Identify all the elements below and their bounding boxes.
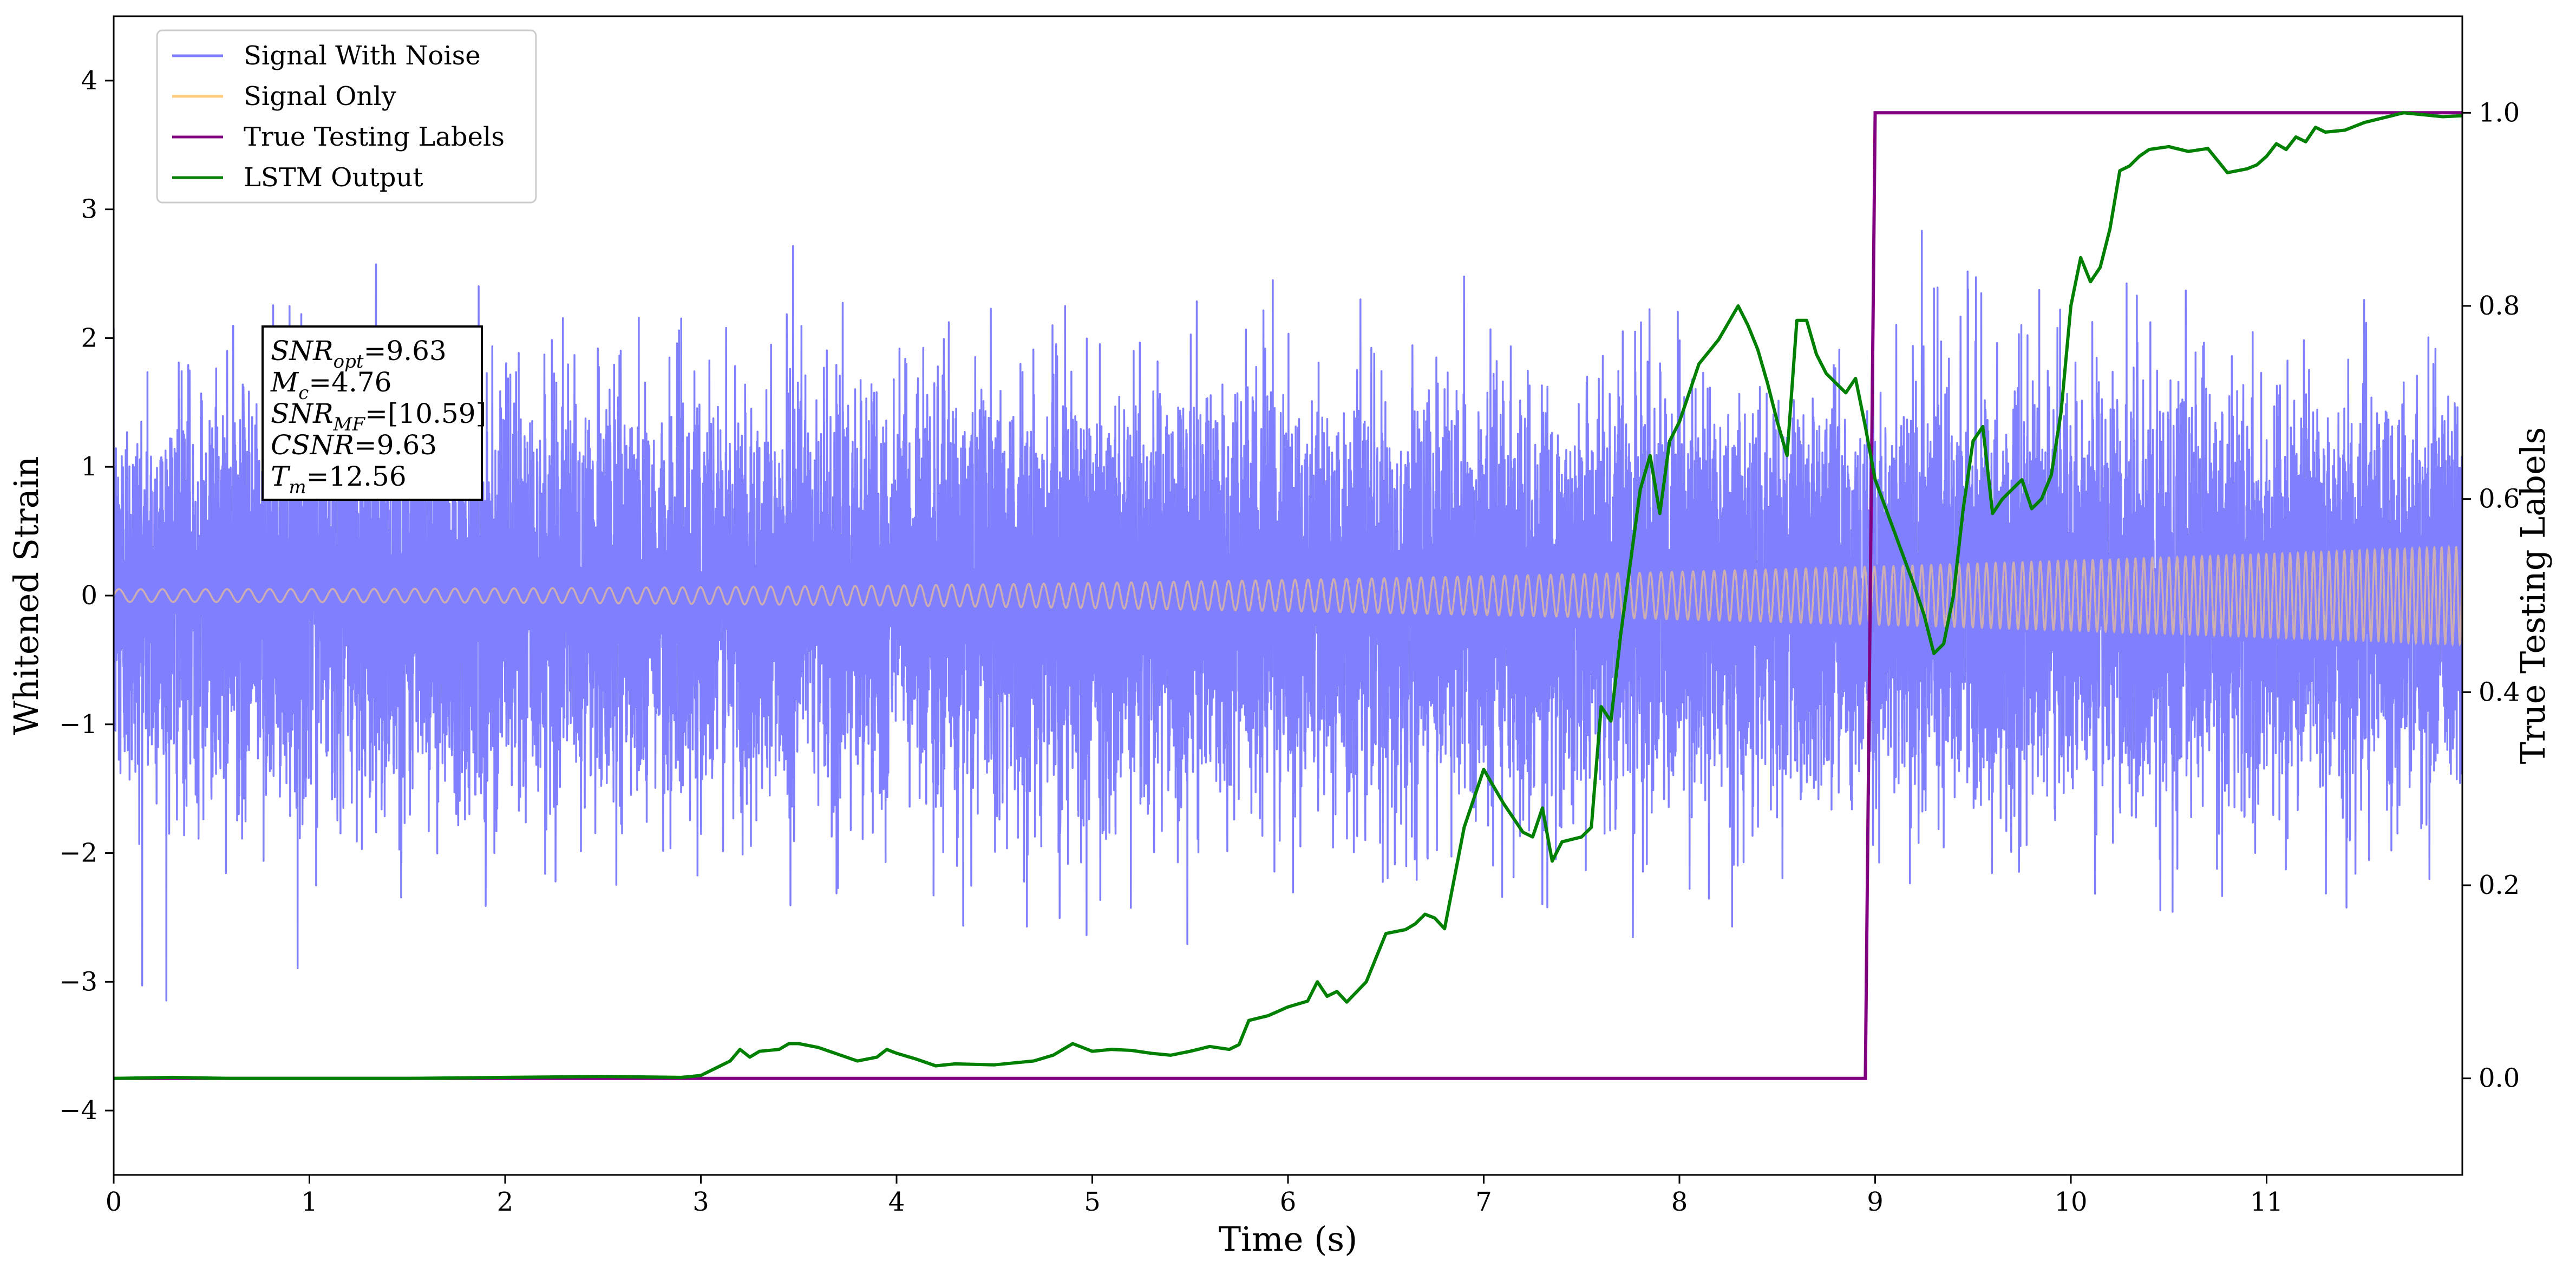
y-left-tick-label: −1 — [59, 709, 97, 740]
x-tick-label: 8 — [1671, 1187, 1688, 1217]
annotation-symbol: M — [270, 367, 299, 398]
annotation-symbol: SNR — [271, 335, 334, 367]
axes-layer: 0 1 2 3 4 5 6 7 8 9 10 11 −4 −3 −2 −1 0 1 2 3 4 0.0 0.2 0.4 0.6 0… — [59, 15, 2520, 1217]
x-tick-label: 10 — [2054, 1187, 2087, 1217]
annotation-symbol: T — [271, 461, 291, 492]
legend-label: Signal Only — [244, 81, 396, 112]
y-axis-right-label: True Testing Labels — [2513, 427, 2553, 765]
annotation-subscript: c — [298, 382, 309, 404]
y-left-tick-label: 4 — [81, 66, 97, 96]
y-right-tick-label: 1.0 — [2479, 97, 2520, 128]
y-left-tick-label: 3 — [81, 194, 97, 225]
annotation-box: SNRopt=9.63Mc=4.76SNRMF=[10.59]CSNR=9.63… — [261, 325, 486, 501]
x-axis-label: Time (s) — [1219, 1219, 1358, 1259]
annotation-symbol: CSNR — [271, 429, 354, 461]
y-left-tick-label: 2 — [81, 323, 97, 353]
x-tick-label: 6 — [1280, 1187, 1297, 1217]
y-axis-left-label: Whitened Strain — [6, 456, 46, 735]
annotation-symbol: SNR — [271, 398, 334, 429]
legend-label: True Testing Labels — [244, 122, 505, 152]
legend-label: Signal With Noise — [244, 41, 481, 71]
series-layer — [114, 111, 2462, 1080]
x-tick-label: 0 — [106, 1187, 122, 1217]
x-tick-label: 1 — [301, 1187, 318, 1217]
legend: Signal With Noise Signal Only True Testing… — [156, 29, 537, 204]
annotation-frame — [261, 325, 483, 501]
y-right-tick-label: 0.8 — [2479, 291, 2520, 321]
series-lstm-output — [114, 111, 2462, 1080]
annotation-subscript: m — [289, 476, 306, 498]
y-left-tick-label: 0 — [81, 580, 97, 611]
annotation-value: =12.56 — [306, 461, 407, 492]
legend-frame — [156, 29, 537, 204]
legend-label: LSTM Output — [244, 162, 423, 193]
series-signal-with-noise — [114, 230, 2462, 1002]
annotation-line: CSNR=9.63 — [271, 429, 437, 461]
y-left-tick-label: −2 — [59, 838, 97, 868]
y-right-tick-label: 0.4 — [2479, 677, 2520, 707]
y-left-tick-label: −3 — [59, 966, 97, 997]
annotation-value: =[10.59] — [365, 398, 486, 429]
annotation-line: SNRopt=9.63 — [271, 335, 447, 373]
x-tick-label: 5 — [1084, 1187, 1101, 1217]
y-left-tick-label: 1 — [81, 452, 97, 482]
annotation-line: SNRMF=[10.59] — [271, 398, 486, 435]
series-signal-only — [114, 544, 2462, 647]
annotation-subscript: MF — [333, 414, 366, 435]
x-tick-label: 7 — [1475, 1187, 1492, 1217]
x-tick-label: 2 — [497, 1187, 514, 1217]
annotation-line: Mc=4.76 — [270, 367, 391, 404]
x-tick-label: 3 — [692, 1187, 709, 1217]
annotation-subscript: opt — [334, 351, 364, 373]
annotation-line: Tm=12.56 — [271, 461, 407, 498]
y-right-tick-label: 0.2 — [2479, 870, 2520, 900]
x-tick-label: 11 — [2250, 1187, 2283, 1217]
annotation-value: =9.63 — [354, 429, 437, 461]
x-tick-label: 4 — [888, 1187, 905, 1217]
y-right-tick-label: 0.0 — [2479, 1063, 2520, 1094]
y-right-tick-label: 0.6 — [2479, 484, 2520, 514]
annotation-value: =4.76 — [309, 367, 391, 398]
y-left-tick-label: −4 — [59, 1095, 97, 1126]
x-tick-label: 9 — [1867, 1187, 1884, 1217]
annotation-value: =9.63 — [364, 335, 447, 367]
series-true-testing-labels — [114, 111, 2462, 1080]
